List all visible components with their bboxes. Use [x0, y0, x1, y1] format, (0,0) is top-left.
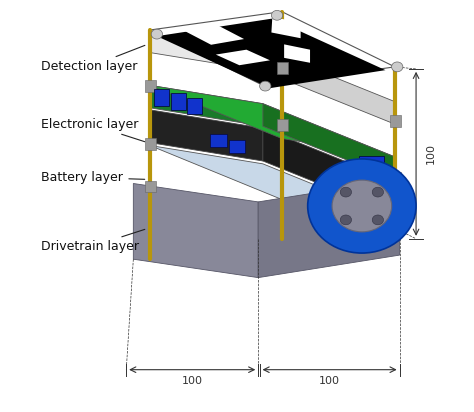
Circle shape	[372, 187, 383, 197]
FancyBboxPatch shape	[358, 156, 384, 168]
FancyBboxPatch shape	[277, 119, 288, 131]
Circle shape	[340, 215, 352, 225]
Polygon shape	[263, 104, 395, 179]
Text: Electronic layer: Electronic layer	[41, 118, 145, 142]
FancyBboxPatch shape	[145, 180, 156, 192]
Circle shape	[151, 29, 163, 39]
Polygon shape	[150, 30, 263, 71]
FancyBboxPatch shape	[390, 173, 401, 184]
Polygon shape	[263, 128, 395, 214]
Polygon shape	[216, 50, 270, 65]
FancyBboxPatch shape	[228, 140, 246, 153]
Circle shape	[340, 187, 352, 197]
Text: 100: 100	[426, 143, 436, 164]
FancyBboxPatch shape	[154, 89, 169, 106]
Circle shape	[260, 81, 271, 91]
Circle shape	[308, 159, 416, 253]
Text: 100: 100	[182, 376, 203, 386]
FancyBboxPatch shape	[145, 138, 156, 150]
Polygon shape	[263, 49, 395, 124]
Polygon shape	[150, 85, 395, 157]
Polygon shape	[150, 110, 263, 161]
FancyBboxPatch shape	[145, 80, 156, 92]
FancyBboxPatch shape	[277, 62, 288, 74]
Text: Battery layer: Battery layer	[41, 171, 145, 184]
Polygon shape	[150, 145, 395, 218]
Circle shape	[372, 215, 383, 225]
Circle shape	[272, 10, 283, 20]
FancyBboxPatch shape	[210, 134, 227, 147]
Polygon shape	[157, 19, 385, 88]
Polygon shape	[284, 44, 310, 63]
Text: Drivetrain layer: Drivetrain layer	[41, 229, 145, 253]
Polygon shape	[150, 12, 395, 85]
Polygon shape	[183, 24, 244, 45]
Polygon shape	[258, 179, 400, 278]
FancyBboxPatch shape	[187, 98, 202, 114]
Text: 100: 100	[319, 376, 339, 386]
FancyBboxPatch shape	[390, 115, 401, 127]
Text: Detection layer: Detection layer	[41, 45, 145, 73]
Polygon shape	[150, 85, 263, 126]
Polygon shape	[133, 183, 258, 278]
FancyBboxPatch shape	[171, 94, 186, 110]
Polygon shape	[272, 17, 301, 38]
Circle shape	[332, 180, 392, 232]
Circle shape	[392, 62, 403, 72]
